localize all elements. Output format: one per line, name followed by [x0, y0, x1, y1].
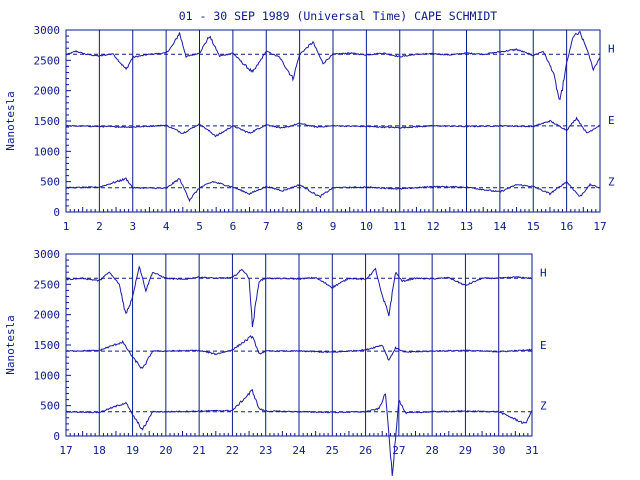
x-tick-label: 12	[427, 220, 440, 233]
chart-panel-2: 17 18 19 20 21 22 23 24 25 26 27 28 29 30 31 0 500 1000 15…	[4, 248, 547, 476]
x-tick-label: 29	[459, 444, 472, 457]
y-tick-label: 1500	[34, 115, 61, 128]
panels: 1 2 3 4 5 6 7 8 9 10 11 12 13 14 15 16 17050010001500200…	[4, 24, 615, 476]
y-tick-label: 0	[53, 430, 60, 443]
x-tick-label: 27	[392, 444, 405, 457]
x-tick-label: 16	[560, 220, 573, 233]
series-label-z: Z	[540, 400, 547, 413]
x-tick-label: 23	[259, 444, 272, 457]
series-label-z: Z	[608, 176, 615, 189]
series-label-h: H	[608, 42, 615, 55]
y-axis-label: Nanotesla	[4, 315, 17, 375]
x-tick-label: 13	[460, 220, 473, 233]
chart-panel-1: 1 2 3 4 5 6 7 8 9 10 11 12 13 14 15 16 17050010001500200…	[4, 24, 615, 233]
series-trace-h	[65, 265, 533, 328]
y-tick-label: 2500	[34, 54, 61, 67]
series-trace-e	[65, 116, 601, 138]
y-tick-label: 2000	[34, 309, 61, 322]
x-tick-label: 11	[393, 220, 406, 233]
x-tick-label: 5	[196, 220, 203, 233]
x-tick-label: 20	[159, 444, 172, 457]
series-trace-e	[65, 334, 533, 369]
x-tick-label: 15	[527, 220, 540, 233]
y-tick-label: 2000	[34, 85, 61, 98]
x-tick-label: 26	[359, 444, 372, 457]
series-label-e: E	[608, 114, 615, 127]
y-tick-label: 3000	[34, 24, 61, 37]
series-trace-z	[65, 177, 601, 203]
x-tick-label: 21	[193, 444, 206, 457]
x-tick-label: 6	[230, 220, 237, 233]
x-tick-label: 19	[126, 444, 139, 457]
x-tick-label: 14	[493, 220, 507, 233]
x-tick-label: 18	[93, 444, 106, 457]
x-tick-label: 17	[593, 220, 606, 233]
y-axis-label: Nanotesla	[4, 91, 17, 151]
series-trace-h	[65, 30, 601, 101]
x-tick-label: 4	[163, 220, 170, 233]
y-tick-label: 2500	[34, 278, 61, 291]
x-tick-label: 31	[525, 444, 538, 457]
y-tick-label: 1000	[34, 145, 61, 158]
chart-title: 01 - 30 SEP 1989 (Universal Time) CAPE S…	[179, 9, 498, 23]
x-tick-label: 10	[360, 220, 373, 233]
x-tick-label: 2	[96, 220, 103, 233]
y-tick-label: 500	[40, 400, 60, 413]
series-label-e: E	[540, 339, 547, 352]
y-tick-label: 3000	[34, 248, 61, 261]
x-tick-label: 24	[292, 444, 306, 457]
x-tick-label: 25	[326, 444, 339, 457]
y-tick-label: 1500	[34, 339, 61, 352]
x-tick-label: 30	[492, 444, 505, 457]
x-tick-label: 28	[426, 444, 439, 457]
x-tick-label: 8	[296, 220, 303, 233]
x-tick-label: 1	[63, 220, 70, 233]
series-label-h: H	[540, 266, 547, 279]
y-tick-label: 1000	[34, 369, 61, 382]
y-tick-label: 0	[53, 206, 60, 219]
x-tick-label: 3	[129, 220, 136, 233]
x-tick-label: 9	[330, 220, 337, 233]
x-tick-label: 17	[59, 444, 72, 457]
x-tick-label: 22	[226, 444, 239, 457]
series-trace-z	[65, 388, 533, 476]
x-tick-label: 7	[263, 220, 270, 233]
y-tick-label: 500	[40, 176, 60, 189]
